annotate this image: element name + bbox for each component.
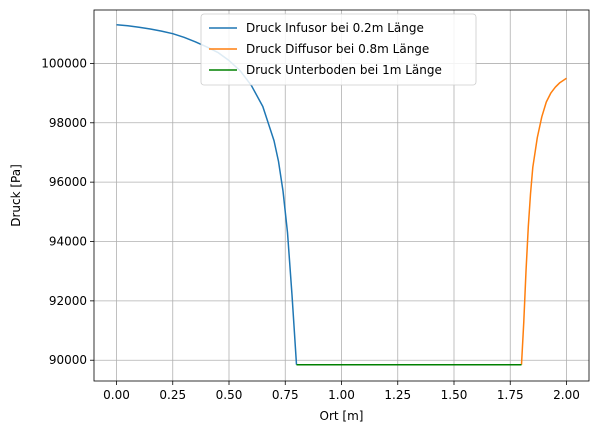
x-tick-label: 0.50 <box>216 388 243 402</box>
y-tick-label: 100000 <box>41 56 87 70</box>
y-tick-label: 98000 <box>49 116 87 130</box>
legend-label: Druck Unterboden bei 1m Länge <box>246 63 442 77</box>
x-tick-label: 1.50 <box>441 388 468 402</box>
legend-label: Druck Diffusor bei 0.8m Länge <box>246 42 429 56</box>
x-tick-label: 0.25 <box>159 388 186 402</box>
y-tick-label: 92000 <box>49 294 87 308</box>
legend: Druck Infusor bei 0.2m Länge Druck Diffus… <box>200 13 477 86</box>
legend-box <box>200 13 477 86</box>
x-tick-label: 0.75 <box>272 388 299 402</box>
x-tick-label: 1.00 <box>328 388 355 402</box>
x-tick-label: 0.00 <box>103 388 130 402</box>
y-axis-label: Druck [Pa] <box>9 164 23 227</box>
y-axis: 90000 92000 94000 96000 98000 100000 <box>41 56 94 367</box>
series-line-2 <box>520 77 567 365</box>
x-axis-label: Ort [m] <box>320 409 364 423</box>
legend-label: Druck Infusor bei 0.2m Länge <box>246 21 424 35</box>
y-tick-label: 94000 <box>49 235 87 249</box>
x-axis: 0.00 0.25 0.50 0.75 1.00 1.25 1.50 1.75 2.00 <box>103 381 580 402</box>
x-tick-label: 1.25 <box>384 388 411 402</box>
x-tick-label: 2.00 <box>553 388 580 402</box>
x-tick-label: 1.75 <box>497 388 524 402</box>
y-tick-label: 96000 <box>49 175 87 189</box>
y-tick-label: 90000 <box>49 353 87 367</box>
